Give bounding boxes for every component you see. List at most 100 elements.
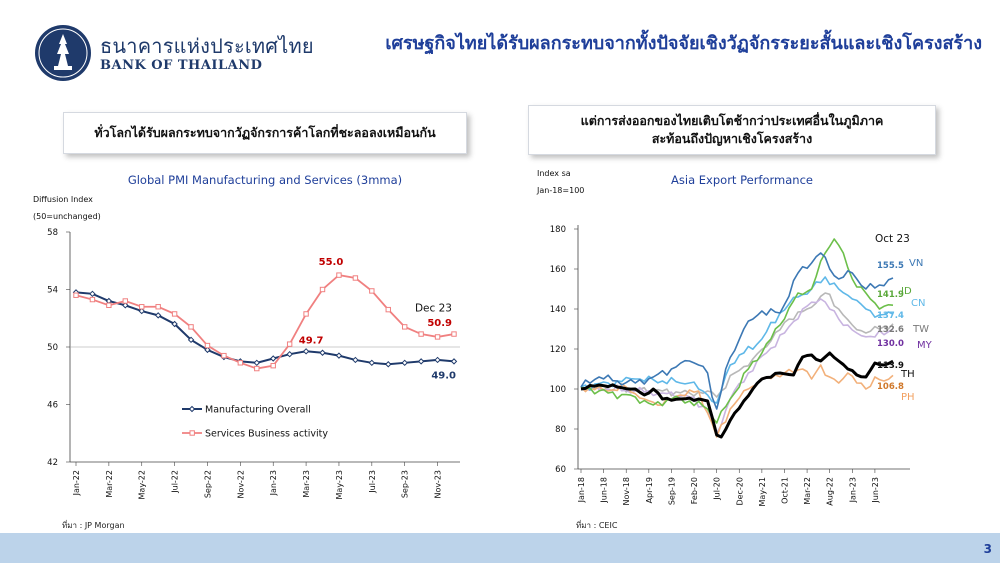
x-tick-label: Jun-23 (871, 477, 880, 504)
legend-label-services: Services Business activity (205, 429, 328, 440)
end-value-vn: 155.5 (877, 261, 904, 271)
x-tick-label: Jul-23 (368, 470, 377, 494)
series-name-id: ID (901, 286, 912, 297)
x-tick-label: Dec-20 (735, 477, 744, 506)
y-tick-label: 42 (47, 458, 58, 468)
x-tick-label: Jan-18 (577, 477, 586, 503)
data-point-manufacturing (368, 359, 376, 367)
y-tick-label: 50 (47, 343, 58, 353)
data-point-services (385, 306, 391, 313)
data-point-services (188, 324, 194, 330)
data-point-manufacturing (401, 359, 408, 367)
annotation-services-peak: 55.0 (319, 257, 344, 268)
data-point-manufacturing (434, 356, 441, 364)
right-callout-line2: สะท้อนถึงปัญหาเชิงโครงสร้าง (651, 131, 813, 146)
end-value-th: 113.9 (877, 361, 904, 371)
series-line-id (580, 238, 894, 424)
end-date-label: Oct 23 (875, 233, 910, 245)
legend-marker-services (189, 430, 195, 436)
end-value-tw: 132.6 (877, 325, 904, 335)
x-tick-label: Sep-22 (203, 470, 212, 498)
series-line-ph (580, 364, 894, 438)
data-point-services (106, 302, 112, 309)
data-point-manufacturing (286, 350, 293, 358)
series-line-th (580, 351, 894, 439)
x-tick-label: Jul-20 (713, 477, 722, 501)
y-tick-label: 140 (550, 305, 566, 315)
data-point-services (171, 311, 178, 317)
page-number: 3 (983, 542, 992, 556)
end-value-my: 130.0 (877, 339, 904, 349)
data-point-manufacturing (335, 352, 343, 359)
data-point-manufacturing (89, 290, 96, 298)
right-callout-box: แต่การส่งออกของไทยเติบโตช้ากว่าประเทศอื่… (528, 105, 936, 155)
pmi-chart: Global PMI Manufacturing and Services (3… (33, 173, 460, 499)
x-tick-label: Jan-22 (72, 470, 81, 496)
x-tick-label: Sep-23 (401, 470, 410, 498)
y-axis-label-2: (50=unchanged) (33, 212, 101, 221)
left-callout-text: ทั่วโลกได้รับผลกระทบจากวัฏจักรการค้าโลกท… (94, 125, 436, 140)
series-name-th: TH (900, 369, 915, 380)
data-point-services (73, 292, 79, 298)
x-tick-label: Sep-19 (667, 477, 676, 505)
series-line-cn (580, 276, 894, 404)
series-name-tw: TW (912, 324, 929, 335)
data-point-services (286, 341, 293, 347)
data-point-services (139, 304, 145, 310)
y-tick-label: 58 (47, 228, 58, 238)
data-point-manufacturing (352, 356, 359, 364)
x-tick-label: Mar-23 (302, 470, 311, 498)
data-point-manufacturing (154, 312, 162, 319)
data-point-services (336, 272, 342, 278)
annotation-manufacturing-last: 49.0 (431, 370, 456, 381)
x-tick-label: Jul-22 (171, 470, 180, 494)
x-tick-label: Aug-22 (826, 477, 835, 506)
y-tick-label: 100 (550, 385, 566, 395)
data-point-manufacturing (319, 349, 326, 356)
annotation-manufacturing-peak: 49.7 (299, 335, 324, 346)
end-value-ph: 106.8 (877, 382, 904, 392)
y-tick-label: 80 (555, 425, 566, 435)
x-tick-label: Apr-19 (645, 477, 654, 503)
asia-export-chart: Asia Export Performance Index sa Jan-18=10… (536, 169, 933, 506)
end-value-id: 141.9 (877, 290, 904, 300)
data-point-manufacturing (171, 320, 178, 328)
legend-marker-manufacturing (188, 405, 196, 413)
y-tick-label: 54 (47, 286, 58, 296)
x-tick-label: Nov-18 (622, 477, 631, 505)
legend-label-manufacturing: Manufacturing Overall (205, 405, 311, 416)
data-point-manufacturing (138, 307, 145, 315)
y-tick-label: 180 (550, 225, 566, 235)
data-point-manufacturing (450, 358, 458, 365)
data-point-manufacturing (302, 348, 310, 355)
data-point-services (254, 365, 260, 372)
y-tick-label: 60 (555, 465, 566, 475)
data-point-services (418, 331, 424, 337)
annotation-dec23: Dec 23 (415, 303, 452, 315)
chart-title: Asia Export Performance (671, 173, 813, 187)
series-line-vn (580, 252, 894, 410)
series-name-vn: VN (909, 258, 923, 269)
data-point-manufacturing (253, 359, 260, 367)
data-point-services (221, 352, 227, 359)
data-point-services (434, 334, 441, 340)
y-tick-label: 120 (550, 345, 566, 355)
data-point-services (303, 311, 309, 317)
data-point-services (237, 360, 244, 366)
data-point-services (155, 304, 161, 310)
data-point-manufacturing (204, 346, 211, 354)
left-callout-box: ทั่วโลกได้รับผลกระทบจากวัฏจักรการค้าโลกท… (63, 112, 467, 154)
right-callout-line1: แต่การส่งออกของไทยเติบโตช้ากว่าประเทศอื่… (580, 113, 884, 128)
data-point-services (122, 298, 129, 304)
data-point-services (270, 362, 276, 369)
x-tick-label: Mar-22 (803, 477, 812, 505)
series-name-cn: CN (911, 298, 925, 309)
x-tick-label: Oct-21 (780, 477, 789, 504)
y-axis-label: Diffusion Index (33, 195, 93, 204)
x-tick-label: May-22 (138, 470, 147, 499)
data-point-manufacturing (385, 361, 392, 368)
data-point-manufacturing (187, 336, 195, 344)
org-name-thai: ธนาคารแห่งประเทศไทย (100, 34, 314, 58)
data-point-services (401, 324, 408, 330)
